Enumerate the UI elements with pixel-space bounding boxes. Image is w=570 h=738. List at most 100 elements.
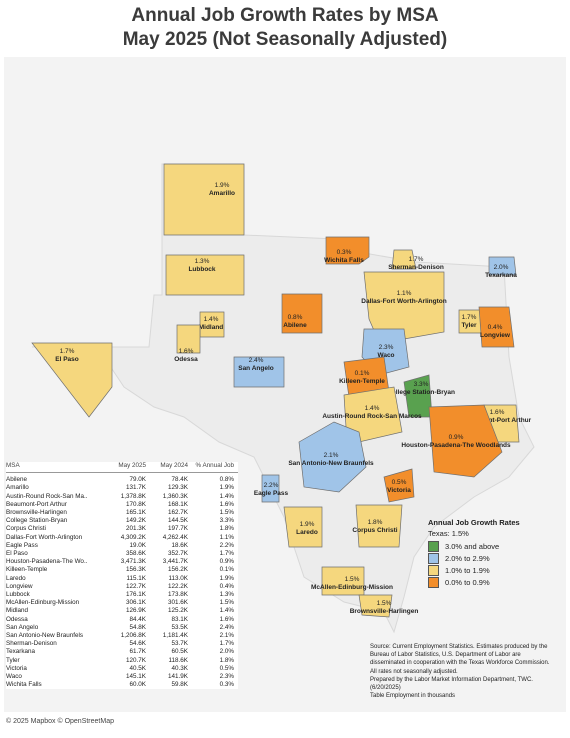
cell-may-2025: 306.1K (126, 599, 146, 607)
msa-region-longview[interactable] (478, 306, 515, 348)
msa-region-eagle-pass[interactable] (261, 474, 280, 503)
cell-annual-job: 2.1% (219, 632, 234, 640)
msa-name-college-station-bryan: College Station-Bryan (387, 389, 455, 396)
table-row: Tyler 120.7K 118.6K 1.8% (6, 657, 238, 665)
cell-msa: McAllen-Edinburg-Mission (6, 599, 80, 607)
cell-may-2024: 141.9K (168, 673, 188, 681)
msa-pct-killeen-temple: 0.1% (355, 370, 370, 377)
employment-table: MSA May 2025 May 2024 % Annual Job Abile… (6, 462, 238, 690)
msa-pct-lubbock: 1.3% (195, 258, 210, 265)
msa-pct-amarillo: 1.9% (215, 182, 230, 189)
cell-may-2025: 54.6K (129, 640, 146, 648)
cell-msa: Texarkana (6, 648, 36, 656)
msa-pct-tyler: 1.7% (462, 314, 477, 321)
cell-may-2025: 145.1K (126, 673, 146, 681)
msa-region-laredo[interactable] (283, 506, 323, 548)
cell-msa: Corpus Christi (6, 525, 46, 533)
cell-msa: Beaumont-Port Arthur (6, 500, 67, 508)
cell-msa: Brownsville-Harlingen (6, 509, 67, 517)
cell-annual-job: 2.0% (219, 648, 234, 656)
msa-pct-mcallen-edinburg-mission: 1.5% (345, 576, 360, 583)
msa-region-victoria[interactable] (383, 468, 415, 503)
cell-may-2024: 173.8K (168, 591, 188, 599)
msa-region-texarkana[interactable] (488, 256, 517, 276)
cell-annual-job: 1.3% (219, 591, 234, 599)
msa-region-abilene[interactable] (281, 293, 323, 334)
cell-annual-job: 1.8% (219, 656, 234, 664)
source-line: (6/20/2025) (370, 685, 401, 692)
map-attribution[interactable]: © 2025 Mapbox © OpenStreetMap (6, 718, 114, 725)
cell-may-2025: 176.1K (126, 591, 146, 599)
msa-name-san-angelo: San Angelo (238, 365, 274, 372)
msa-region-el-paso[interactable] (31, 342, 113, 418)
cell-may-2025: 61.7K (129, 648, 146, 656)
source-line: Prepared by the Labor Market Information… (370, 676, 533, 683)
table-header: MSA May 2025 May 2024 % Annual Job (6, 462, 238, 474)
cell-annual-job: 2.3% (219, 673, 234, 681)
legend-item: 3.0% and above (428, 540, 520, 552)
msa-region-austin-round-rock-san-marcos[interactable] (343, 386, 403, 443)
cell-may-2025: 149.2K (126, 517, 146, 525)
msa-name-texarkana: Texarkana (485, 272, 517, 279)
cell-may-2024: 125.2K (168, 607, 188, 615)
header-msa: MSA (6, 462, 20, 469)
msa-pct-longview: 0.4% (488, 324, 503, 331)
table-row: Longview 122.7K 122.2K 0.4% (6, 583, 238, 591)
cell-msa: Tyler (6, 656, 20, 664)
msa-pct-eagle-pass: 2.2% (264, 482, 279, 489)
msa-name-killeen-temple: Killeen-Temple (339, 378, 385, 385)
msa-region-brownsville-harlingen[interactable] (358, 594, 393, 618)
msa-pct-houston-pasadena-the-woodlands: 0.9% (449, 434, 464, 441)
cell-annual-job: 1.7% (219, 550, 234, 558)
msa-region-san-angelo[interactable] (233, 356, 285, 388)
source-line: All rates not seasonally adjusted. (370, 668, 458, 675)
table-row: El Paso 358.6K 352.7K 1.7% (6, 550, 238, 558)
table-row: San Angelo 54.8K 53.5K 2.4% (6, 624, 238, 632)
table-row: Midland 126.9K 125.2K 1.4% (6, 607, 238, 615)
msa-name-victoria: Victoria (387, 487, 411, 494)
msa-pct-brownsville-harlingen: 1.5% (377, 600, 392, 607)
cell-msa: Sherman-Denison (6, 640, 57, 648)
source-line: Table Employment in thousands (370, 693, 456, 700)
cell-annual-job: 0.3% (219, 681, 234, 689)
cell-may-2025: 126.9K (126, 607, 146, 615)
msa-pct-abilene: 0.8% (288, 314, 303, 321)
cell-msa: El Paso (6, 550, 28, 558)
cell-annual-job: 2.2% (219, 541, 234, 549)
cell-may-2024: 4,262.4K (162, 533, 188, 541)
cell-annual-job: 3.3% (219, 517, 234, 525)
cell-may-2024: 40.3K (171, 664, 188, 672)
cell-msa: Abilene (6, 476, 28, 484)
msa-region-corpus-christi[interactable] (355, 504, 403, 548)
msa-pct-wichita-falls: 0.3% (337, 249, 352, 256)
msa-region-houston-pasadena-the-woodlands[interactable] (428, 404, 503, 478)
cell-msa: Killeen-Temple (6, 566, 48, 574)
msa-pct-austin-round-rock-san-marcos: 1.4% (365, 405, 380, 412)
cell-annual-job: 1.1% (219, 533, 234, 541)
cell-annual-job: 0.5% (219, 664, 234, 672)
msa-pct-san-angelo: 2.4% (249, 357, 264, 364)
cell-msa: San Angelo (6, 623, 39, 631)
msa-region-san-antonio-new-braunfels[interactable] (298, 421, 367, 493)
table-row: McAllen-Edinburg-Mission 306.1K 301.6K 1.5% (6, 599, 238, 607)
msa-region-amarillo[interactable] (163, 163, 245, 236)
cell-may-2024: 156.2K (168, 566, 188, 574)
msa-name-tyler: Tyler (461, 322, 477, 329)
cell-msa: Austin-Round Rock-San Ma.. (6, 492, 88, 500)
cell-may-2024: 113.0K (168, 574, 189, 582)
msa-name-dallas-fort-worth-arlington: Dallas-Fort Worth-Arlington (361, 298, 446, 305)
table-row: San Antonio-New Braunfels 1,206.8K 1,181.4… (6, 632, 238, 640)
cell-msa: Victoria (6, 664, 27, 672)
msa-region-wichita-falls[interactable] (325, 236, 370, 265)
msa-region-odessa[interactable] (176, 324, 201, 354)
cell-msa: Amarillo (6, 484, 29, 492)
msa-region-sherman-denison[interactable] (391, 249, 417, 270)
cell-may-2024: 59.8K (171, 681, 188, 689)
msa-name-lubbock: Lubbock (188, 266, 215, 273)
cell-may-2024: 352.7K (168, 550, 188, 558)
cell-may-2025: 120.7K (126, 656, 146, 664)
legend-swatch (428, 552, 439, 564)
msa-pct-corpus-christi: 1.8% (368, 519, 383, 526)
title-line-2: May 2025 (Not Seasonally Adjusted) (122, 29, 448, 50)
msa-region-lubbock[interactable] (165, 254, 245, 296)
